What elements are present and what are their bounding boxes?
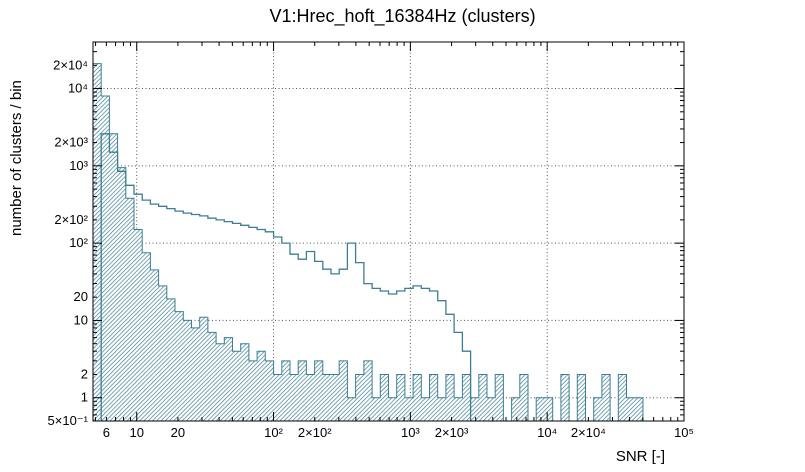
y-tick-label: 2: [81, 366, 88, 381]
outline-histogram: [100, 133, 472, 421]
y-tick-label: 10: [74, 312, 88, 327]
x-tick-label: 10²: [264, 425, 283, 440]
y-tick-label: 10³: [69, 158, 88, 173]
x-tick-label: 6: [103, 425, 110, 440]
chart-title: V1:Hrec_hoft_16384Hz (clusters): [269, 6, 536, 26]
plot-frame: [92, 41, 685, 422]
y-tick-label: 2×10⁴: [53, 57, 88, 72]
y-tick-label: 5×10⁻¹: [48, 413, 89, 428]
x-tick-label: 10⁵: [674, 425, 694, 440]
y-tick-label: 1: [81, 390, 88, 405]
x-axis-title: SNR [-]: [615, 448, 665, 465]
x-tick-label: 10³: [401, 425, 420, 440]
x-tick-label: 10: [130, 425, 144, 440]
y-tick-label: 20: [74, 289, 88, 304]
y-tick-label: 10²: [69, 235, 88, 250]
y-axis-title: number of clusters / bin: [8, 80, 25, 236]
y-tick-label: 10⁴: [68, 81, 88, 96]
x-tick-label: 2×10⁴: [571, 425, 606, 440]
x-tick-label: 20: [171, 425, 185, 440]
y-tick-label: 2×10³: [54, 135, 88, 150]
x-tick-label: 2×10²: [298, 425, 332, 440]
filled-histogram: [92, 63, 644, 422]
y-tick-label: 2×10²: [54, 212, 88, 227]
x-tick-label: 10⁴: [537, 425, 557, 440]
x-tick-label: 2×10³: [435, 425, 469, 440]
